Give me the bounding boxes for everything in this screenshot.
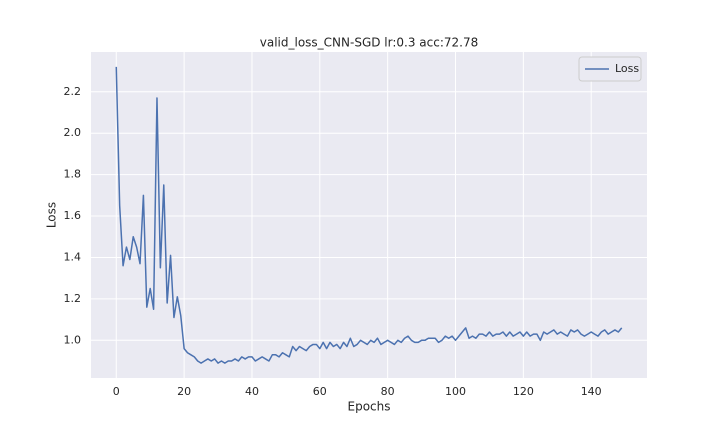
- x-tick-label: 0: [113, 385, 120, 398]
- legend-label: Loss: [615, 62, 639, 75]
- y-axis-label: Loss: [45, 202, 59, 228]
- y-tick-label: 1.8: [64, 168, 82, 181]
- line-series: [115, 66, 623, 364]
- y-tick-label: 1.4: [64, 250, 82, 263]
- x-tick-label: 40: [245, 385, 259, 398]
- y-tick-label: 2.2: [64, 85, 82, 98]
- x-tick-label: 140: [581, 385, 602, 398]
- y-tick-label: 1.2: [64, 292, 82, 305]
- y-tick-label: 1.0: [64, 333, 82, 346]
- x-tick-label: 100: [445, 385, 466, 398]
- x-tick-label: 80: [381, 385, 395, 398]
- x-tick-label: 60: [313, 385, 327, 398]
- plot-area: [91, 52, 647, 378]
- legend-box: [578, 56, 642, 82]
- y-tick-label: 1.6: [64, 209, 82, 222]
- y-tick-label: 2.0: [64, 126, 82, 139]
- x-axis-label: Epochs: [348, 400, 391, 414]
- x-tick-label: 20: [177, 385, 191, 398]
- chart-title: valid_loss_CNN-SGD lr:0.3 acc:72.78: [260, 36, 479, 50]
- x-tick-label: 120: [513, 385, 534, 398]
